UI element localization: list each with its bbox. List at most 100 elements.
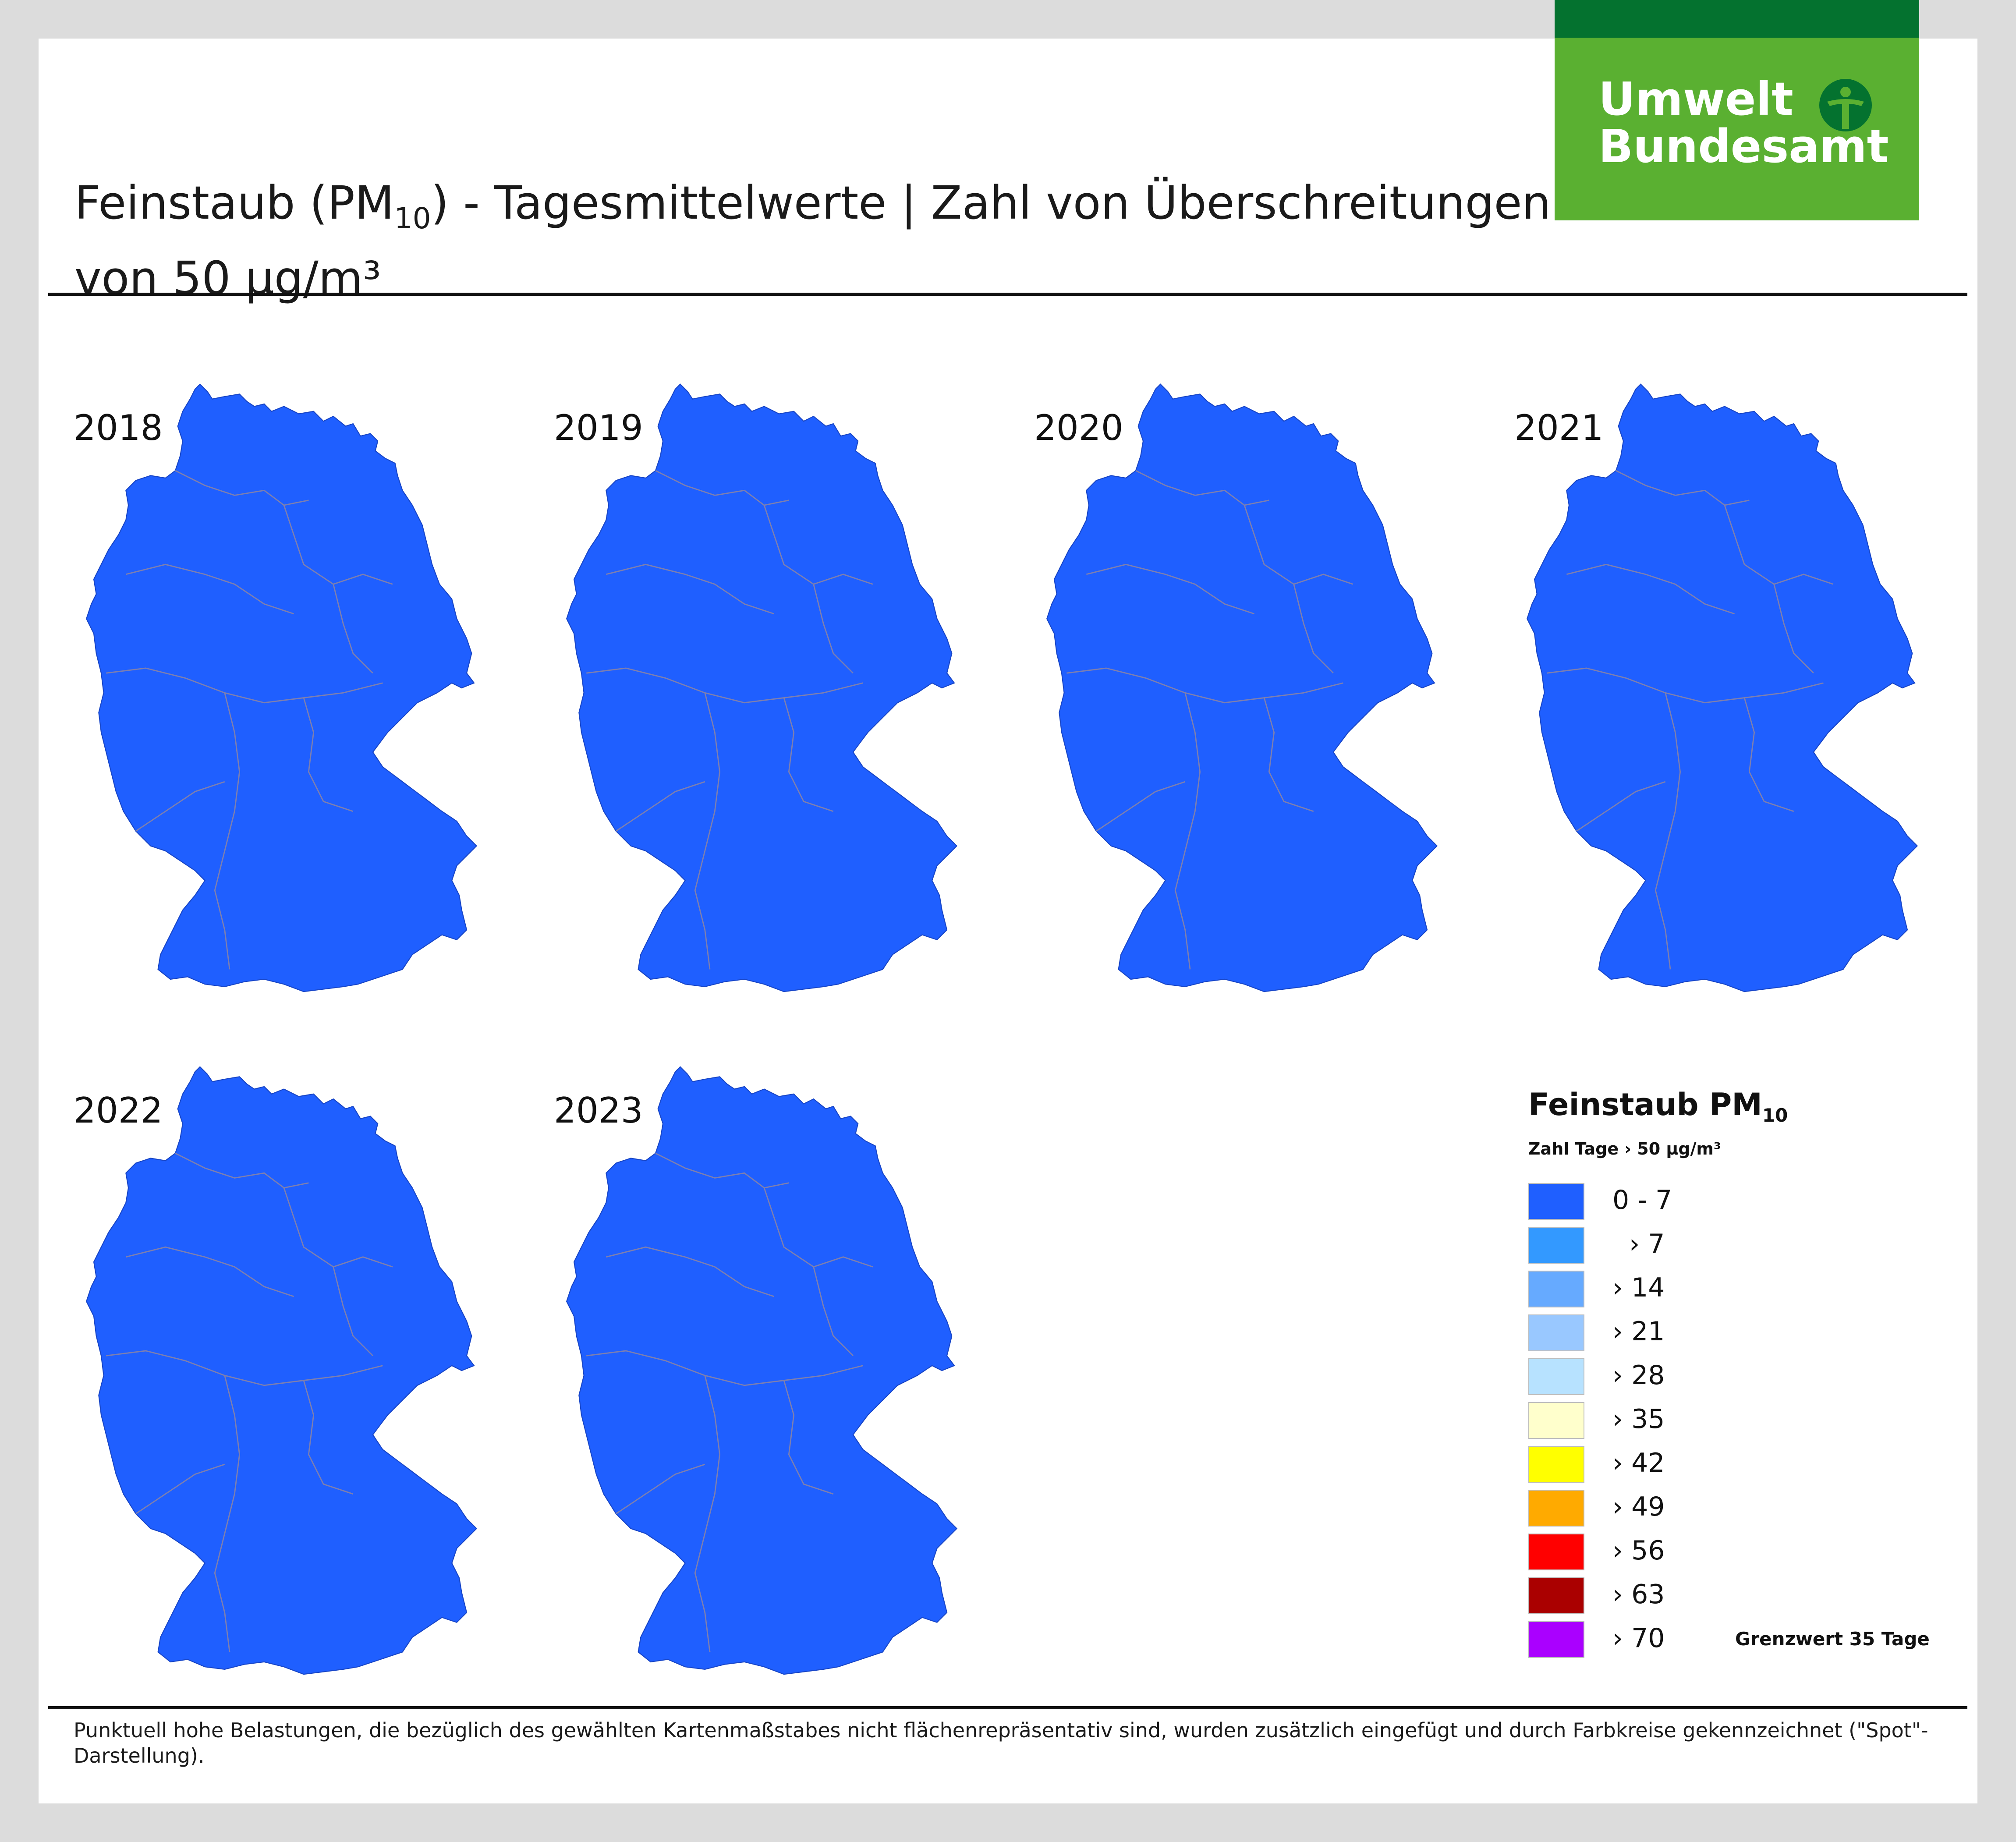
germany-outline	[566, 1066, 958, 1675]
state-border	[694, 1375, 720, 1652]
footnote: Punktuell hohe Belastungen, die bezüglic…	[74, 1718, 1928, 1768]
state-border	[655, 470, 789, 506]
state-border	[1655, 692, 1681, 970]
state-border	[106, 1350, 383, 1386]
year-label: 2019	[554, 407, 643, 448]
germany-map-2021: 2021	[1492, 377, 1957, 1001]
state-border	[303, 698, 354, 812]
legend-title-subscript: 10	[1762, 1105, 1788, 1126]
legend-swatch	[1528, 1227, 1584, 1264]
legend-title-text: Feinstaub PM	[1528, 1087, 1762, 1123]
state-border	[1174, 692, 1201, 970]
logo-text: Umwelt Bundesamt	[1598, 75, 1889, 170]
state-border	[135, 781, 225, 832]
state-border	[1135, 470, 1269, 506]
germany-outline	[1046, 383, 1438, 992]
title-line-2: von 50 µg/m³	[74, 251, 381, 305]
legend-label: › 63	[1612, 1579, 1665, 1610]
germany-map-shape	[85, 383, 478, 992]
legend-swatch	[1528, 1183, 1584, 1220]
year-label: 2021	[1514, 407, 1604, 448]
state-border	[1086, 563, 1254, 615]
bottom-divider	[48, 1706, 1967, 1709]
state-border	[303, 1380, 354, 1495]
tree-person-icon	[1819, 79, 1872, 131]
state-border	[1547, 667, 1824, 704]
year-label: 2020	[1034, 407, 1123, 448]
state-border	[586, 667, 863, 704]
germany-map-2019: 2019	[532, 377, 996, 1001]
title-part-1: Feinstaub (PM	[74, 176, 394, 230]
germany-outline	[566, 383, 958, 992]
logo-top-bar	[1555, 0, 1919, 38]
germany-map-shape	[85, 1066, 478, 1675]
state-border	[1293, 584, 1334, 674]
title-line-1: Feinstaub (PM10) - Tagesmittelwerte | Za…	[74, 173, 1551, 248]
state-border	[1244, 505, 1353, 585]
state-border	[135, 1463, 225, 1514]
limit-note: Grenzwert 35 Tage	[1735, 1628, 1930, 1650]
legend-label: › 7	[1612, 1229, 1665, 1259]
year-label: 2022	[74, 1090, 163, 1131]
legend-label: › 42	[1612, 1448, 1665, 1478]
legend-swatch	[1528, 1490, 1584, 1527]
state-border	[1576, 781, 1666, 832]
state-border	[126, 1246, 294, 1297]
germany-map-shape	[566, 1066, 958, 1675]
germany-map-2018: 2018	[52, 377, 516, 1001]
title-subscript: 10	[394, 201, 431, 235]
state-border	[1566, 563, 1735, 615]
legend-label: › 35	[1612, 1404, 1665, 1435]
legend-swatch	[1528, 1621, 1584, 1658]
legend-swatch	[1528, 1314, 1584, 1351]
legend-swatch	[1528, 1446, 1584, 1483]
state-border	[813, 1266, 854, 1357]
state-border	[694, 692, 720, 970]
germany-outline	[85, 1066, 478, 1675]
title-part-2: ) - Tagesmittelwerte | Zahl von Überschr…	[431, 176, 1551, 230]
legend-label: › 14	[1612, 1272, 1665, 1303]
state-border	[606, 563, 774, 615]
legend-swatch	[1528, 1402, 1584, 1439]
germany-outline	[1526, 383, 1918, 992]
top-divider	[48, 293, 1967, 296]
state-border	[126, 563, 294, 615]
germany-map-2022: 2022	[52, 1059, 516, 1683]
state-border	[175, 470, 309, 506]
state-border	[333, 584, 373, 674]
legend-swatch	[1528, 1271, 1584, 1307]
state-border	[283, 1187, 393, 1268]
germany-map-shape	[1526, 383, 1918, 992]
state-border	[763, 1187, 873, 1268]
legend-swatch	[1528, 1358, 1584, 1395]
state-border	[1724, 505, 1834, 585]
germany-map-shape	[566, 383, 958, 992]
state-border	[616, 1463, 705, 1514]
state-border	[586, 1350, 863, 1386]
germany-map-2023: 2023	[532, 1059, 996, 1683]
state-border	[655, 1152, 789, 1189]
uba-logo: Umwelt Bundesamt	[1555, 0, 1919, 220]
state-border	[813, 584, 854, 674]
state-border	[333, 1266, 373, 1357]
state-border	[214, 692, 240, 970]
legend-label: › 21	[1612, 1316, 1665, 1347]
state-border	[1773, 584, 1814, 674]
germany-map-shape	[1046, 383, 1438, 992]
legend-label: › 70	[1612, 1623, 1665, 1654]
state-border	[783, 698, 834, 812]
state-border	[616, 781, 705, 832]
legend-swatch	[1528, 1534, 1584, 1570]
state-border	[283, 505, 393, 585]
state-border	[606, 1246, 774, 1297]
state-border	[175, 1152, 309, 1189]
legend-label: › 49	[1612, 1491, 1665, 1522]
page-title: Feinstaub (PM10) - Tagesmittelwerte | Za…	[74, 173, 1551, 308]
state-border	[1096, 781, 1186, 832]
legend-label: › 28	[1612, 1360, 1665, 1391]
legend-swatch	[1528, 1577, 1584, 1614]
state-border	[763, 505, 873, 585]
year-label: 2023	[554, 1090, 643, 1131]
legend-label: 0 - 7	[1612, 1185, 1672, 1215]
legend-subtitle: Zahl Tage › 50 µg/m³	[1528, 1139, 1721, 1158]
